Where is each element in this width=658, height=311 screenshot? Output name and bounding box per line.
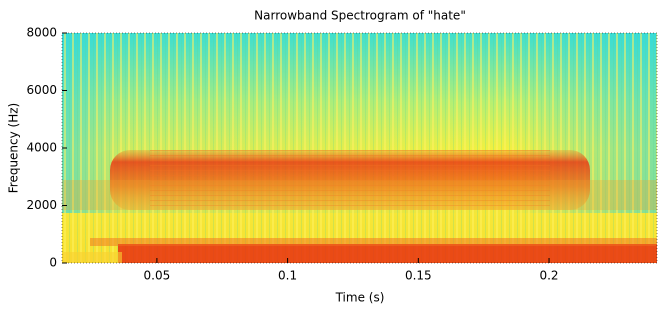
x-tick-label: 0.05 — [144, 269, 171, 283]
x-tick-label: 0.1 — [278, 269, 297, 283]
y-axis-label: Frequency (Hz) — [7, 103, 21, 194]
y-tick-label: 6000 — [26, 83, 57, 97]
x-tick-label: 0.15 — [405, 269, 432, 283]
y-tick-label: 8000 — [26, 26, 57, 40]
spectrogram-image — [62, 33, 657, 263]
chart: Narrowband Spectrogram of "hate" Time (s… — [0, 0, 658, 311]
y-tick-label: 2000 — [26, 198, 57, 212]
x-tick-label: 0.2 — [539, 269, 558, 283]
y-tick-label: 4000 — [26, 141, 57, 155]
y-tick-label: 0 — [49, 256, 57, 270]
x-axis-label: Time (s) — [335, 291, 385, 305]
chart-title: Narrowband Spectrogram of "hate" — [254, 9, 466, 23]
